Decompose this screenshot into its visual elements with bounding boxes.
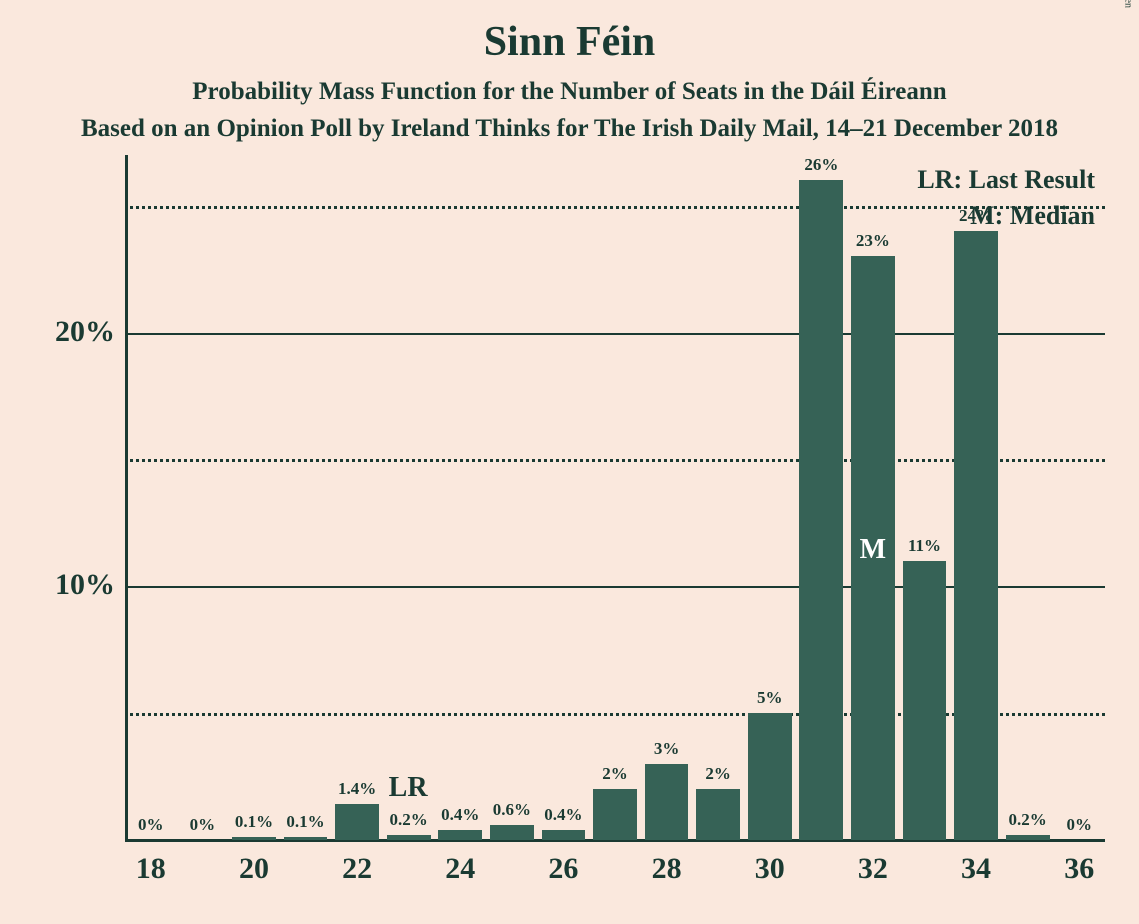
y-tick-label: 10%	[25, 568, 115, 602]
bar	[284, 837, 328, 840]
legend-lr: LR: Last Result	[917, 165, 1095, 195]
bar	[232, 837, 276, 840]
bar	[542, 830, 586, 840]
bar-value-label: 0%	[1049, 815, 1109, 835]
x-tick-label: 18	[121, 852, 181, 886]
bar	[335, 804, 379, 840]
y-axis-line	[125, 155, 128, 840]
bar	[954, 231, 998, 840]
x-tick-label: 20	[224, 852, 284, 886]
x-tick-label: 36	[1049, 852, 1109, 886]
bar	[696, 789, 740, 840]
bar	[903, 561, 947, 840]
chart-container: Sinn Féin Probability Mass Function for …	[0, 0, 1139, 924]
bar	[387, 835, 431, 840]
bar-value-label: 26%	[791, 155, 851, 175]
bar-value-label: 2%	[585, 764, 645, 784]
bar	[490, 825, 534, 840]
bar-value-label: 5%	[740, 688, 800, 708]
x-tick-label: 22	[327, 852, 387, 886]
bar-value-label: 11%	[894, 536, 954, 556]
bar-value-label: 0.1%	[276, 812, 336, 832]
x-tick-label: 34	[946, 852, 1006, 886]
bar-value-label: 0.4%	[533, 805, 593, 825]
x-tick-label: 32	[843, 852, 903, 886]
median-annotation: M	[851, 534, 895, 566]
bar	[438, 830, 482, 840]
x-tick-label: 26	[533, 852, 593, 886]
bar	[645, 764, 689, 840]
y-tick-label: 20%	[25, 315, 115, 349]
bar	[799, 180, 843, 840]
bar	[748, 713, 792, 840]
bar	[593, 789, 637, 840]
legend-median: M: Median	[970, 201, 1095, 231]
bar	[1006, 835, 1050, 840]
bar-value-label: 1.4%	[327, 779, 387, 799]
chart-subtitle-2: Based on an Opinion Poll by Ireland Thin…	[0, 115, 1139, 143]
bar-value-label: 3%	[637, 739, 697, 759]
bar-value-label: 23%	[843, 231, 903, 251]
copyright-text: © 2020 Filip van Laenen	[1122, 0, 1133, 8]
x-tick-label: 30	[740, 852, 800, 886]
bar-value-label: 2%	[688, 764, 748, 784]
x-tick-label: 24	[430, 852, 490, 886]
chart-title: Sinn Féin	[0, 18, 1139, 66]
chart-subtitle-1: Probability Mass Function for the Number…	[0, 78, 1139, 106]
x-tick-label: 28	[637, 852, 697, 886]
lr-annotation: LR	[389, 772, 428, 804]
plot-area: 10%20%0%0%0.1%0.1%1.4%0.2%0.4%0.6%0.4%2%…	[125, 155, 1105, 840]
